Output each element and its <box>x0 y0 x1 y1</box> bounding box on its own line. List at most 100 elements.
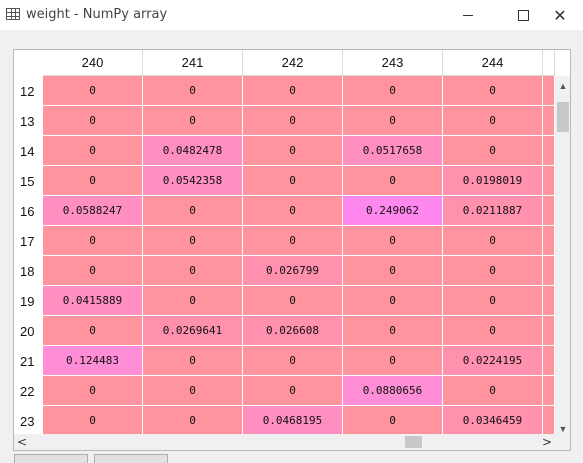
close-button[interactable]: ✕ <box>537 0 583 30</box>
array-table[interactable]: 240 241 242 243 244 12 13 14 15 16 17 18 19 20 21 22 23… <box>13 49 571 451</box>
table-cell[interactable]: 0 <box>443 316 543 346</box>
horizontal-scroll-thumb[interactable] <box>405 436 422 448</box>
table-cell[interactable]: 0 <box>243 166 343 196</box>
row-header-cell[interactable]: 23 <box>20 413 35 429</box>
table-cell[interactable]: 0 <box>43 106 143 136</box>
minimize-button[interactable] <box>445 0 491 30</box>
vertical-scrollbar[interactable]: ▲ ▼ <box>555 76 570 437</box>
column-header-cell[interactable]: 241 <box>143 50 243 76</box>
table-cell[interactable]: 0 <box>143 346 243 376</box>
table-cell[interactable]: 0 <box>143 226 243 256</box>
table-cell[interactable]: 0.0468195 <box>243 406 343 436</box>
data-grid[interactable]: 0 0 0 0 0 0 0 0 0 0 0 0.0482478 0 0.0517658 0 0 0.054235… <box>43 76 555 436</box>
maximize-button[interactable] <box>500 0 546 30</box>
table-cell[interactable]: 0 <box>343 76 443 106</box>
table-cell[interactable]: 0 <box>43 316 143 346</box>
table-cell[interactable]: 0 <box>43 256 143 286</box>
table-cell[interactable]: 0 <box>343 406 443 436</box>
table-cell[interactable]: 0 <box>443 136 543 166</box>
table-cell[interactable]: 0.026799 <box>243 256 343 286</box>
row-header-cell[interactable]: 13 <box>20 113 35 129</box>
table-row: 0 0.0269641 0.026608 0 0 <box>43 316 555 346</box>
row-header-cell[interactable]: 20 <box>20 323 35 339</box>
table-cell[interactable]: 0.0346459 <box>443 406 543 436</box>
table-cell[interactable]: 0.0224195 <box>443 346 543 376</box>
table-cell[interactable]: 0.0211887 <box>443 196 543 226</box>
table-cell[interactable]: 0 <box>243 346 343 376</box>
table-cell[interactable]: 0 <box>143 256 243 286</box>
table-cell[interactable]: 0 <box>443 76 543 106</box>
table-cell-partial <box>543 346 555 376</box>
table-cell[interactable]: 0 <box>343 106 443 136</box>
row-header-cell[interactable]: 16 <box>20 203 35 219</box>
table-cell[interactable]: 0 <box>343 166 443 196</box>
table-icon <box>6 8 20 20</box>
table-cell[interactable]: 0.0198019 <box>443 166 543 196</box>
scroll-right-icon[interactable]: > <box>541 435 553 449</box>
table-cell[interactable]: 0 <box>343 256 443 286</box>
table-row: 0 0 0.0468195 0 0.0346459 <box>43 406 555 436</box>
table-cell[interactable]: 0 <box>143 406 243 436</box>
table-cell[interactable]: 0 <box>243 106 343 136</box>
table-cell[interactable]: 0 <box>343 316 443 346</box>
table-cell[interactable]: 0 <box>43 136 143 166</box>
table-cell[interactable]: 0 <box>443 256 543 286</box>
table-cell[interactable]: 0 <box>43 226 143 256</box>
row-header-cell[interactable]: 22 <box>20 383 35 399</box>
table-cell[interactable]: 0.0482478 <box>143 136 243 166</box>
table-cell[interactable]: 0.026608 <box>243 316 343 346</box>
table-cell[interactable]: 0 <box>443 226 543 256</box>
table-cell[interactable]: 0.0415889 <box>43 286 143 316</box>
table-cell[interactable]: 0.0588247 <box>43 196 143 226</box>
column-header-cell[interactable]: 243 <box>343 50 443 76</box>
vertical-scroll-thumb[interactable] <box>557 102 569 132</box>
table-cell[interactable]: 0 <box>143 376 243 406</box>
table-cell[interactable]: 0.0880656 <box>343 376 443 406</box>
column-header-cell[interactable]: 240 <box>43 50 143 76</box>
table-cell-partial <box>543 256 555 286</box>
row-header-cell[interactable]: 17 <box>20 233 35 249</box>
table-cell[interactable]: 0 <box>243 376 343 406</box>
resize-button[interactable] <box>94 454 168 463</box>
table-cell[interactable]: 0 <box>43 76 143 106</box>
table-cell[interactable]: 0.0542358 <box>143 166 243 196</box>
table-cell[interactable]: 0 <box>43 376 143 406</box>
table-cell[interactable]: 0 <box>43 406 143 436</box>
table-cell[interactable]: 0 <box>143 106 243 136</box>
scroll-down-icon[interactable]: ▼ <box>558 424 568 434</box>
row-header-cell[interactable]: 18 <box>20 263 35 279</box>
table-cell[interactable]: 0 <box>343 346 443 376</box>
table-cell[interactable]: 0 <box>443 106 543 136</box>
table-cell[interactable]: 0.249062 <box>343 196 443 226</box>
format-button[interactable] <box>14 454 88 463</box>
table-cell[interactable]: 0 <box>443 286 543 316</box>
table-cell[interactable]: 0 <box>243 286 343 316</box>
table-cell[interactable]: 0 <box>143 196 243 226</box>
column-header-cell[interactable]: 244 <box>443 50 543 76</box>
scroll-up-icon[interactable]: ▲ <box>558 81 568 91</box>
close-icon: ✕ <box>553 5 567 25</box>
row-header-cell[interactable]: 19 <box>20 293 35 309</box>
table-cell[interactable]: 0 <box>143 76 243 106</box>
row-header-cell[interactable]: 14 <box>20 143 35 159</box>
table-cell[interactable]: 0.0269641 <box>143 316 243 346</box>
table-cell[interactable]: 0 <box>343 226 443 256</box>
table-cell[interactable]: 0 <box>243 226 343 256</box>
scroll-left-icon[interactable]: < <box>16 435 28 449</box>
table-cell[interactable]: 0.0517658 <box>343 136 443 166</box>
table-cell[interactable]: 0.124483 <box>43 346 143 376</box>
table-cell[interactable]: 0 <box>243 76 343 106</box>
table-cell[interactable]: 0 <box>43 166 143 196</box>
table-cell[interactable]: 0 <box>243 196 343 226</box>
column-header-cell[interactable]: 242 <box>243 50 343 76</box>
row-header-cell[interactable]: 21 <box>20 353 35 369</box>
horizontal-scrollbar[interactable]: < > <box>14 434 555 450</box>
table-cell[interactable]: 0 <box>343 286 443 316</box>
table-cell[interactable]: 0 <box>243 136 343 166</box>
table-cell-partial <box>543 196 555 226</box>
table-row: 0 0 0.026799 0 0 <box>43 256 555 286</box>
row-header-cell[interactable]: 12 <box>20 83 35 99</box>
table-cell[interactable]: 0 <box>143 286 243 316</box>
table-cell[interactable]: 0 <box>443 376 543 406</box>
row-header-cell[interactable]: 15 <box>20 173 35 189</box>
